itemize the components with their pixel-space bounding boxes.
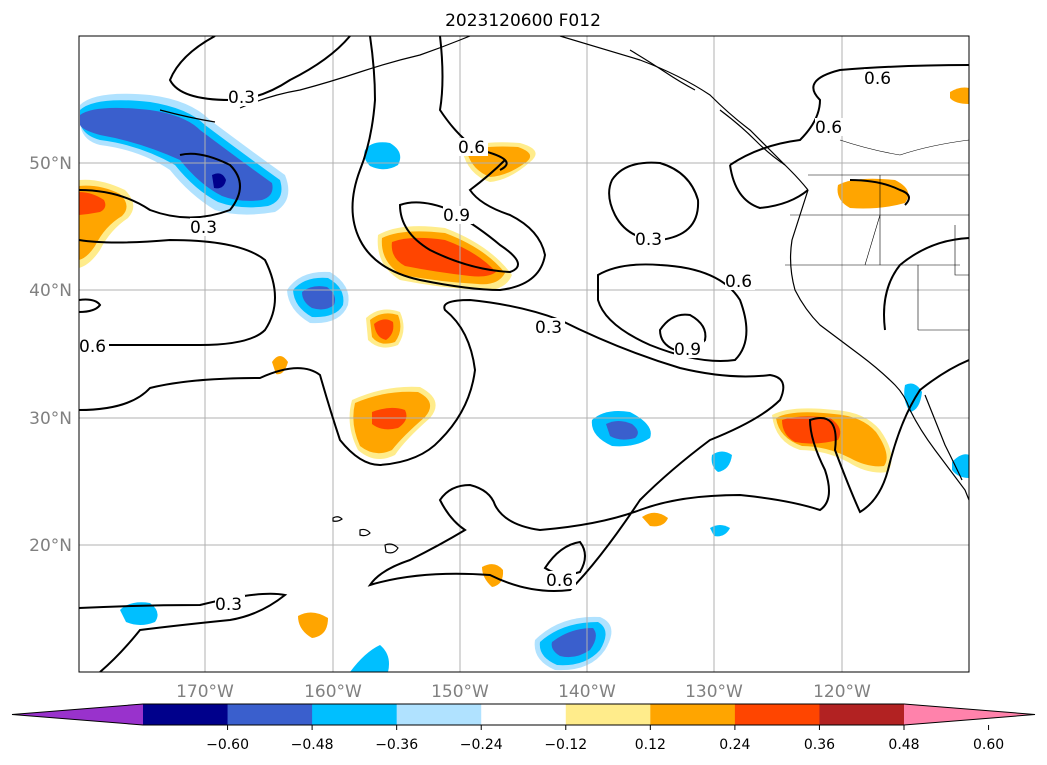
colorbar-segment bbox=[143, 704, 229, 725]
hawaii-2 bbox=[359, 528, 371, 537]
lon-label: 170°W bbox=[176, 682, 234, 702]
shade-positive-small-3 bbox=[950, 87, 969, 104]
contour-14 bbox=[729, 64, 969, 166]
plot-frame bbox=[78, 35, 970, 673]
contour-label: 0.3 bbox=[535, 318, 562, 338]
contour-label: 0.3 bbox=[635, 230, 662, 250]
lon-label: 140°W bbox=[558, 682, 616, 702]
contour-1 bbox=[79, 152, 241, 219]
contour-9 bbox=[597, 263, 748, 362]
shade-negative-blob-6 bbox=[120, 602, 158, 625]
colorbar-tick-label: −0.48 bbox=[291, 737, 334, 753]
colorbar-segment bbox=[734, 704, 820, 725]
lon-axis: 170°W 160°W 150°W 140°W 130°W 120°W bbox=[176, 682, 871, 702]
contour-3 bbox=[351, 36, 547, 292]
colorbar-tick-label: 0.12 bbox=[635, 737, 666, 753]
colorbar-tick-label: −0.60 bbox=[206, 737, 249, 753]
shade-negative-blob-3b bbox=[606, 421, 638, 440]
colorbar-segment bbox=[481, 704, 567, 725]
plot-area: 0.3 0.3 0.6 0.9 0.3 0.6 0.6 0.3 0.6 0.9 … bbox=[79, 36, 969, 672]
hawaii-3 bbox=[332, 516, 343, 522]
aleutian bbox=[159, 109, 216, 123]
contour-label: 0.6 bbox=[815, 118, 842, 138]
colorbar-outline bbox=[11, 703, 1036, 726]
lat-axis: 50°N 40°N 30°N 20°N bbox=[29, 154, 72, 556]
colorbar: −0.60 −0.48 −0.36 −0.24 −0.12 0.12 0.24 0.36 0.4… bbox=[11, 703, 1036, 753]
coastlines bbox=[159, 36, 969, 554]
lon-label: 150°W bbox=[431, 682, 489, 702]
contour-6 bbox=[608, 161, 700, 242]
lat-label: 50°N bbox=[29, 154, 72, 174]
shade-positive-west-c bbox=[79, 192, 106, 215]
gridlines bbox=[79, 36, 969, 672]
shade-negative-blob-7 bbox=[711, 451, 732, 472]
colorbar-extend-low bbox=[12, 704, 143, 725]
contour-label: 0.3 bbox=[228, 88, 255, 108]
contour-8 bbox=[79, 298, 969, 592]
colorbar-segment bbox=[650, 704, 736, 725]
shade-negative-nw-core bbox=[212, 173, 226, 189]
shade-negative-blob-10 bbox=[952, 454, 969, 478]
contour-4 bbox=[438, 36, 508, 171]
colorbar-segment bbox=[312, 704, 398, 725]
contour-label: 0.6 bbox=[725, 272, 752, 292]
contour-label: 0.6 bbox=[864, 69, 891, 89]
baja-coast bbox=[924, 394, 963, 481]
lon-label: 160°W bbox=[304, 682, 362, 702]
contour-10 bbox=[658, 313, 707, 352]
alaska-coast bbox=[239, 36, 471, 109]
shade-negative-blob-1c bbox=[302, 286, 336, 310]
shade-positive-small-2 bbox=[837, 178, 909, 209]
contour-label: 0.3 bbox=[190, 218, 217, 238]
contour-7 bbox=[79, 238, 276, 346]
borders bbox=[785, 139, 969, 331]
contour-labels: 0.3 0.3 0.6 0.9 0.3 0.6 0.6 0.3 0.6 0.9 … bbox=[79, 69, 894, 615]
contour-label: 0.6 bbox=[458, 138, 485, 158]
colorbar-segment bbox=[819, 704, 905, 725]
contour-label: 0.9 bbox=[443, 206, 470, 226]
alaska-coast-2 bbox=[559, 36, 809, 191]
lat-label: 30°N bbox=[29, 409, 72, 429]
lon-label: 120°W bbox=[813, 682, 871, 702]
colorbar-segment bbox=[396, 704, 482, 725]
contour-15 bbox=[729, 164, 809, 210]
contour-label: 0.6 bbox=[79, 337, 106, 357]
lat-label: 20°N bbox=[29, 536, 72, 556]
colorbar-tick-label: −0.24 bbox=[460, 737, 503, 753]
colorbar-tick-label: 0.60 bbox=[973, 737, 1004, 753]
shade-positive-small-6 bbox=[642, 512, 668, 527]
contour-12 bbox=[79, 592, 288, 672]
map-title: 2023120600 F012 bbox=[445, 11, 601, 31]
contour-16 bbox=[849, 179, 910, 206]
colorbar-tick-label: 0.48 bbox=[888, 737, 919, 753]
lon-label: 130°W bbox=[685, 682, 743, 702]
colorbar-tick-label: 0.36 bbox=[804, 737, 835, 753]
shade-positive-small-1c bbox=[374, 319, 394, 340]
contour-label: 0.9 bbox=[674, 340, 701, 360]
alaska-islands bbox=[629, 49, 696, 91]
shade-negative-blob-8 bbox=[710, 525, 730, 537]
contour-11 bbox=[79, 298, 102, 313]
west-coast bbox=[789, 189, 969, 501]
shade-negative-blob-4c bbox=[551, 628, 596, 658]
colorbar-extend-high bbox=[904, 704, 1035, 725]
hawaii-1 bbox=[384, 543, 399, 554]
colorbar-segment bbox=[565, 704, 651, 725]
lat-label: 40°N bbox=[29, 281, 72, 301]
contour-label: 0.6 bbox=[546, 571, 573, 591]
contour-label: 0.3 bbox=[215, 595, 242, 615]
colorbar-segment bbox=[227, 704, 313, 725]
shade-negative-blob-5 bbox=[350, 645, 389, 672]
shade-positive-small-4 bbox=[298, 612, 328, 638]
colorbar-tick-label: −0.12 bbox=[544, 737, 587, 753]
contour-17 bbox=[883, 237, 969, 331]
colorbar-tick-label: −0.36 bbox=[375, 737, 418, 753]
colorbar-tick-label: 0.24 bbox=[719, 737, 750, 753]
shade-positive-mid-c bbox=[372, 407, 407, 430]
bc-islands bbox=[719, 109, 786, 166]
